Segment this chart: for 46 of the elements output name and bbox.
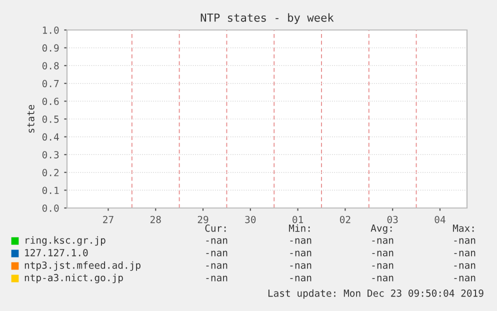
y-tick-label: 0.9 bbox=[42, 44, 59, 52]
y-tick-label: 1.0 bbox=[42, 26, 59, 34]
text: -nan bbox=[454, 263, 476, 269]
x-tick-label: 29 bbox=[198, 216, 208, 224]
y-axis-title: state bbox=[27, 104, 34, 133]
legend-label: 127.127.1.0 bbox=[25, 248, 88, 256]
text: -nan bbox=[290, 238, 312, 244]
legend-label: ring.ksc.gr.jp bbox=[26, 236, 106, 246]
text: Avg: bbox=[370, 224, 392, 234]
y-tick-label: 0.7 bbox=[42, 80, 59, 88]
text: -nan bbox=[290, 263, 312, 269]
x-tick-label: 01 bbox=[292, 216, 303, 224]
text: -nan bbox=[290, 276, 312, 282]
text: -nan bbox=[454, 276, 476, 282]
text: Last update: Mon Dec 23 09:50:04 2019 bbox=[268, 289, 484, 299]
text: -nan bbox=[454, 250, 476, 256]
y-tick-label: 0.4 bbox=[42, 133, 59, 141]
y-tick-label: 0.6 bbox=[42, 98, 59, 106]
x-tick-label: 30 bbox=[245, 216, 256, 224]
text: Min: bbox=[288, 224, 310, 232]
text: -nan bbox=[206, 250, 228, 256]
y-tick-label: 0.1 bbox=[42, 186, 59, 194]
text: -nan bbox=[206, 263, 228, 269]
y-tick-label: 0.2 bbox=[42, 168, 59, 176]
legend-label: ntp-a3.nict.go.jp bbox=[24, 274, 123, 284]
y-tick-label: 0.8 bbox=[42, 62, 59, 70]
legend-label: ntp3.jst.mfeed.ad.jp bbox=[24, 261, 140, 271]
y-tick-label: 0.0 bbox=[42, 204, 59, 212]
x-tick-label: 02 bbox=[340, 216, 350, 224]
text: -nan bbox=[372, 238, 394, 244]
text: -nan bbox=[454, 238, 476, 244]
x-tick-label: 04 bbox=[434, 216, 446, 224]
y-tick-label: 0.3 bbox=[42, 151, 59, 158]
x-tick-label: 03 bbox=[387, 216, 398, 224]
text: Max: bbox=[452, 224, 474, 232]
x-tick-label: 28 bbox=[150, 216, 161, 224]
text: -nan bbox=[372, 250, 394, 256]
text: -nan bbox=[290, 250, 312, 256]
x-tick-label: 27 bbox=[103, 216, 114, 224]
y-tick-label: 0.5 bbox=[42, 116, 59, 123]
text: -nan bbox=[206, 276, 228, 282]
text: -nan bbox=[372, 263, 394, 269]
text: -nan bbox=[372, 276, 394, 282]
chart-title: NTP states - by week bbox=[200, 13, 334, 24]
text: Cur: bbox=[205, 224, 226, 232]
text: -nan bbox=[206, 238, 228, 244]
